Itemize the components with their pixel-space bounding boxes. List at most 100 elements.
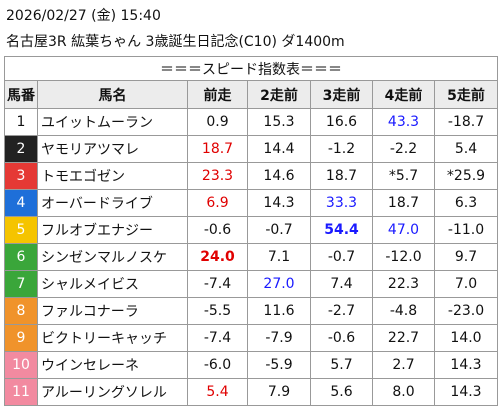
- speed-index: -7.4: [187, 270, 248, 298]
- speed-table: ＝＝＝スピード指数表＝＝＝ 馬番 馬名 前走 2走前 3走前 4走前 5走前 1 ユイットムーラン…: [3, 56, 499, 406]
- speed-index: 11.6: [247, 297, 311, 325]
- caption: ＝＝＝スピード指数表＝＝＝: [3, 56, 499, 81]
- speed-index: 14.0: [433, 324, 499, 352]
- speed-index: 33.3: [310, 189, 373, 217]
- horse-row: 3 トモエゴゼン 23.3 14.6 18.7 *5.7 *25.9: [4, 162, 499, 190]
- speed-index: -4.8: [372, 297, 435, 325]
- speed-index: 14.3: [433, 351, 499, 379]
- header-row: 馬番 馬名 前走 2走前 3走前 4走前 5走前: [4, 80, 499, 109]
- speed-index: -7.9: [247, 324, 311, 352]
- horse-number: 2: [4, 135, 38, 163]
- speed-index: -0.7: [310, 243, 373, 271]
- speed-index: 23.3: [187, 162, 248, 190]
- speed-index: -0.6: [187, 216, 248, 244]
- horse-number: 8: [4, 297, 38, 325]
- speed-index: *5.7: [372, 162, 435, 190]
- speed-index: 14.6: [247, 162, 311, 190]
- horse-row: 4 オーバードライブ 6.9 14.3 33.3 18.7 6.3: [4, 189, 499, 217]
- speed-index: 9.7: [433, 243, 499, 271]
- horse-number: 7: [4, 270, 38, 298]
- horse-row: 1 ユイットムーラン 0.9 15.3 16.6 43.3 -18.7: [4, 108, 499, 136]
- horse-name: シンゼンマルノスケ: [37, 243, 188, 271]
- column-header: 馬名: [37, 80, 188, 109]
- speed-index: 5.4: [433, 135, 499, 163]
- speed-index: 18.7: [187, 135, 248, 163]
- speed-index: 18.7: [372, 189, 435, 217]
- horse-row: 7 シャルメイビス -7.4 27.0 7.4 22.3 7.0: [4, 270, 499, 298]
- horse-row: 5 フルオブエナジー -0.6 -0.7 54.4 47.0 -11.0: [4, 216, 499, 244]
- horse-name: トモエゴゼン: [37, 162, 188, 190]
- speed-index: -23.0: [433, 297, 499, 325]
- speed-index: 2.7: [372, 351, 435, 379]
- speed-index: 6.9: [187, 189, 248, 217]
- speed-index: 5.4: [187, 378, 248, 406]
- speed-index: -7.4: [187, 324, 248, 352]
- horse-row: 10 ウインセレーネ -6.0 -5.9 5.7 2.7 14.3: [4, 351, 499, 379]
- speed-index: 7.0: [433, 270, 499, 298]
- speed-index: 54.4: [310, 216, 373, 244]
- column-header: 5走前: [433, 80, 499, 109]
- horse-number: 3: [4, 162, 38, 190]
- horse-name: ヤモリアツマレ: [37, 135, 188, 163]
- horse-name: ビクトリーキャッチ: [37, 324, 188, 352]
- speed-index: -11.0: [433, 216, 499, 244]
- speed-index: -2.7: [310, 297, 373, 325]
- speed-index: 18.7: [310, 162, 373, 190]
- speed-index: 27.0: [247, 270, 311, 298]
- speed-index: -0.6: [310, 324, 373, 352]
- horse-name: ユイットムーラン: [37, 108, 188, 136]
- column-header: 3走前: [310, 80, 373, 109]
- speed-index: 14.4: [247, 135, 311, 163]
- speed-index: 5.6: [310, 378, 373, 406]
- horse-row: 2 ヤモリアツマレ 18.7 14.4 -1.2 -2.2 5.4: [4, 135, 499, 163]
- speed-index: -6.0: [187, 351, 248, 379]
- speed-index: -1.2: [310, 135, 373, 163]
- speed-index: 43.3: [372, 108, 435, 136]
- speed-index: -2.2: [372, 135, 435, 163]
- horse-name: ファルコナーラ: [37, 297, 188, 325]
- speed-index: 6.3: [433, 189, 499, 217]
- column-header: 前走: [187, 80, 248, 109]
- speed-index: *25.9: [433, 162, 499, 190]
- speed-index: -12.0: [372, 243, 435, 271]
- horse-number: 4: [4, 189, 38, 217]
- horse-name: フルオブエナジー: [37, 216, 188, 244]
- speed-index: -5.5: [187, 297, 248, 325]
- horse-row: 9 ビクトリーキャッチ -7.4 -7.9 -0.6 22.7 14.0: [4, 324, 499, 352]
- speed-index: -18.7: [433, 108, 499, 136]
- speed-index: 7.1: [247, 243, 311, 271]
- caption-row: ＝＝＝スピード指数表＝＝＝: [3, 56, 499, 81]
- horse-row: 11 アルーリングソレル 5.4 7.9 5.6 8.0 14.3: [4, 378, 499, 406]
- horse-number: 11: [4, 378, 38, 406]
- horse-number: 5: [4, 216, 38, 244]
- column-header: 4走前: [372, 80, 435, 109]
- speed-index: 24.0: [187, 243, 248, 271]
- column-header: 馬番: [4, 80, 38, 109]
- column-header: 2走前: [247, 80, 311, 109]
- horse-row: 8 ファルコナーラ -5.5 11.6 -2.7 -4.8 -23.0: [4, 297, 499, 325]
- race-title: 名古屋3R 紘葉ちゃん 3歳誕生日記念(C10) ダ1400m: [6, 34, 345, 50]
- speed-index: 16.6: [310, 108, 373, 136]
- horse-number: 10: [4, 351, 38, 379]
- horse-number: 9: [4, 324, 38, 352]
- speed-index: -0.7: [247, 216, 311, 244]
- speed-index: 14.3: [247, 189, 311, 217]
- horse-name: ウインセレーネ: [37, 351, 188, 379]
- speed-index: 47.0: [372, 216, 435, 244]
- horse-name: アルーリングソレル: [37, 378, 188, 406]
- horse-number: 1: [4, 108, 38, 136]
- horse-row: 6 シンゼンマルノスケ 24.0 7.1 -0.7 -12.0 9.7: [4, 243, 499, 271]
- speed-index: 8.0: [372, 378, 435, 406]
- speed-index: 0.9: [187, 108, 248, 136]
- speed-index: 7.9: [247, 378, 311, 406]
- speed-index: 5.7: [310, 351, 373, 379]
- horse-name: シャルメイビス: [37, 270, 188, 298]
- speed-index: 7.4: [310, 270, 373, 298]
- horse-number: 6: [4, 243, 38, 271]
- date: 2026/02/27 (金) 15:40: [6, 8, 161, 24]
- speed-index: 22.7: [372, 324, 435, 352]
- speed-index: 14.3: [433, 378, 499, 406]
- speed-index: -5.9: [247, 351, 311, 379]
- horse-name: オーバードライブ: [37, 189, 188, 217]
